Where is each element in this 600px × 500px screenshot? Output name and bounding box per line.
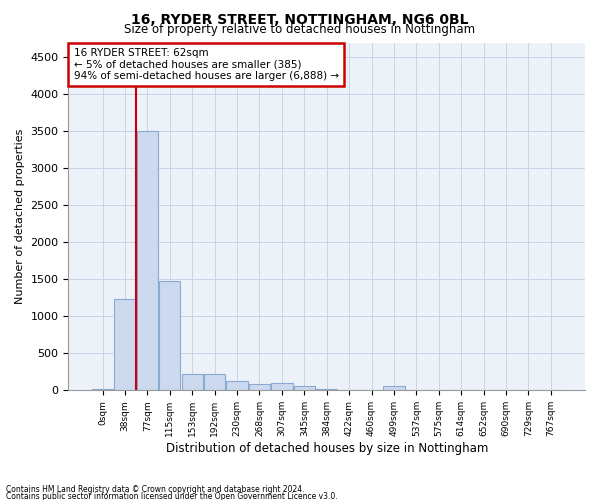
Bar [316,389,337,390]
Text: Size of property relative to detached houses in Nottingham: Size of property relative to detached ho… [124,22,476,36]
Bar [226,382,248,390]
Bar [204,374,225,390]
Y-axis label: Number of detached properties: Number of detached properties [15,128,25,304]
Bar [293,386,315,390]
Bar [271,382,293,390]
Bar [115,300,136,390]
X-axis label: Distribution of detached houses by size in Nottingham: Distribution of detached houses by size … [166,442,488,455]
Bar [249,384,270,390]
Text: Contains public sector information licensed under the Open Government Licence v3: Contains public sector information licen… [6,492,338,500]
Bar [159,281,181,390]
Bar [92,389,113,390]
Text: 16, RYDER STREET, NOTTINGHAM, NG6 0BL: 16, RYDER STREET, NOTTINGHAM, NG6 0BL [131,12,469,26]
Bar [383,386,404,390]
Bar [137,132,158,390]
Bar [182,374,203,390]
Text: 16 RYDER STREET: 62sqm
← 5% of detached houses are smaller (385)
94% of semi-det: 16 RYDER STREET: 62sqm ← 5% of detached … [74,48,338,81]
Text: Contains HM Land Registry data © Crown copyright and database right 2024.: Contains HM Land Registry data © Crown c… [6,486,305,494]
